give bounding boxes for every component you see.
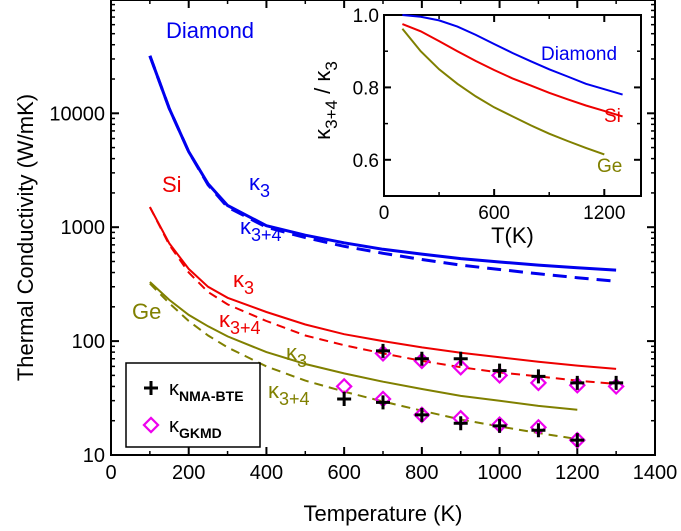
x-tick-label: 1000 (477, 462, 522, 484)
annotation-k3-ge: κ3 (286, 340, 307, 371)
ge-solid-curve (149, 281, 578, 411)
inset-y-tick-label: 0.6 (353, 151, 379, 172)
x-axis-label: Temperature (K) (304, 501, 463, 526)
inset-frame (383, 14, 642, 197)
inset-y-tick-label: 0.8 (353, 78, 379, 99)
inset-label-ge: Ge (597, 156, 622, 177)
gkmd-marker (490, 415, 509, 434)
legend-nma-marker (144, 381, 158, 395)
nma-bte-marker (376, 395, 390, 410)
nma-bte-marker (531, 423, 546, 438)
nma-bte-marker (570, 375, 585, 390)
y-tick-label: 1000 (61, 217, 106, 239)
nma-bte-marker (492, 363, 507, 378)
x-tick-label: 1400 (633, 462, 678, 484)
y-tick-label: 100 (72, 331, 105, 353)
annotation-k34-si: κ3+4 (219, 307, 261, 338)
nma-bte-marker (531, 369, 546, 384)
annotation-ge: Ge (132, 299, 161, 324)
legend-label-nma-bte: κNMA-BTE (169, 378, 244, 404)
nma-bte-marker (337, 392, 352, 407)
gkmd-marker (452, 358, 470, 376)
x-tick-label: 400 (250, 462, 283, 484)
legend-gkmd-marker (142, 416, 160, 434)
annotation-diamond: Diamond (166, 18, 254, 43)
annotation-k3-diamond: κ3 (249, 170, 270, 201)
inset-x-tick-label: 600 (478, 203, 510, 224)
inset-diamond-curve (402, 14, 623, 96)
inset-y-axis-label: κ3+4 / κ3 (310, 61, 341, 140)
gkmd-marker (413, 406, 431, 424)
inset-ge-curve (401, 28, 605, 156)
legend: κNMA-BTE κGKMD (125, 362, 261, 448)
x-tick-label: 1200 (555, 462, 600, 484)
nma-bte-marker (453, 351, 468, 366)
diamond-dashed-curve (148, 55, 617, 283)
x-tick-label: 600 (327, 462, 360, 484)
inset-label-diamond: Diamond (541, 44, 617, 65)
x-tick-label: 200 (172, 462, 205, 484)
x-tick-label: 0 (105, 462, 116, 484)
x-tick-label: 800 (405, 462, 438, 484)
inset-label-si: Si (604, 106, 621, 127)
nma-bte-marker (414, 407, 429, 422)
inset-plot: 0 600 1200 0.6 0.8 1.0 T(K) κ3+4 / κ3 Diamond Si G… (310, 6, 642, 248)
annotation-si: Si (162, 172, 182, 197)
si-solid-curve (149, 206, 617, 370)
inset-x-tick-label: 1200 (583, 203, 625, 224)
annotation-k3-si: κ3 (233, 267, 254, 298)
y-tick-label: 10 (83, 445, 105, 467)
nma-bte-marker (570, 433, 585, 448)
gkmd-marker (568, 431, 586, 449)
gkmd-marker (529, 374, 548, 392)
annotation-k34-diamond: κ3+4 (240, 214, 282, 245)
nma-bte-marker (453, 416, 468, 431)
gkmd-marker (335, 377, 353, 396)
inset-y-tick-label: 1.0 (353, 6, 379, 27)
nma-bte-marker (414, 351, 429, 366)
y-axis-label: Thermal Conductivity (W/mK) (13, 94, 38, 381)
inset-x-axis-label: T(K) (491, 223, 534, 248)
inset-si-curve (402, 23, 623, 118)
annotation-k34-ge: κ3+4 (268, 378, 310, 409)
y-tick-label: 10000 (49, 103, 105, 125)
inset-x-tick-label: 0 (379, 203, 390, 224)
nma-bte-marker (376, 343, 390, 358)
main-plot: 0 200 400 600 800 1000 1200 1400 10 100 1000 10000 T… (13, 0, 677, 526)
nma-bte-marker (609, 375, 624, 390)
nma-bte-marker (492, 418, 507, 433)
legend-box (125, 362, 261, 448)
legend-label-gkmd: κGKMD (169, 415, 222, 441)
